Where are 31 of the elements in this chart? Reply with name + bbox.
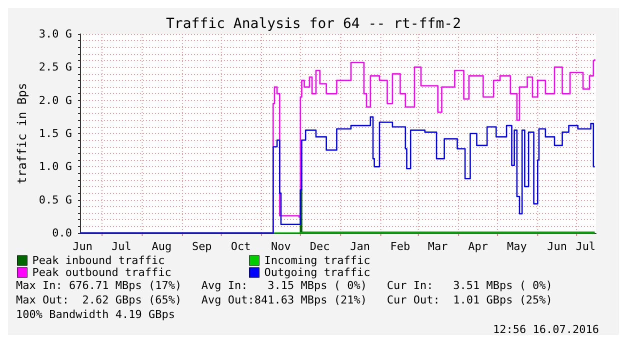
x-tick-label: Feb xyxy=(390,240,410,253)
text: 100% Bandwidth 4.19 GBps xyxy=(16,308,175,321)
text: 12:56 16.07.2016 xyxy=(493,323,600,336)
y-tick-label: 1.0 G xyxy=(38,160,72,174)
text: Max Out: 2.62 GBps (65%) Avg Out:841.63 MBps (21%) Cur Out: 1.01 GBps (25%) xyxy=(16,294,552,306)
x-tick-label: Oct xyxy=(230,240,251,253)
x-tick-label: Jun xyxy=(547,240,568,253)
text: Max In: 676.71 MBps (17%) Avg In: 3.15 MBps ( 0%) Cur In: 3.51 MBps ( 0%) xyxy=(16,279,552,292)
x-tick-label: Jul xyxy=(112,240,132,253)
x-tick-label: Jul xyxy=(576,240,596,253)
y-axis-title: traffic in Bps xyxy=(15,82,29,184)
x-tick-label: May xyxy=(506,240,528,253)
x-tick-label: Jan xyxy=(350,240,370,253)
legend-label: Incoming traffic xyxy=(264,254,370,267)
x-tick-label: Dec xyxy=(310,240,330,253)
y-tick-label: 2.5 G xyxy=(38,60,72,74)
y-tick-label: 0.5 G xyxy=(38,193,72,206)
x-tick-label: Jun xyxy=(72,240,93,253)
x-tick-label: Sep xyxy=(192,240,212,253)
y-tick-label: 0.0 xyxy=(52,226,72,240)
legend-label: Peak outbound traffic xyxy=(32,266,172,279)
x-tick-label: Aug xyxy=(152,240,172,253)
y-tick-label: 2.0 G xyxy=(38,94,72,107)
legend-label: Outgoing traffic xyxy=(264,266,370,279)
legend-label: Peak inbound traffic xyxy=(32,254,165,267)
x-tick-label: Apr xyxy=(468,240,488,253)
y-tick-label: 3.0 G xyxy=(38,28,72,40)
x-tick-label: Mar xyxy=(428,240,448,253)
chart-title: Traffic Analysis for 64 -- rt-ffm-2 xyxy=(166,16,462,32)
x-tick-label: Nov xyxy=(271,240,292,253)
y-tick-label: 1.5 G xyxy=(38,127,72,140)
